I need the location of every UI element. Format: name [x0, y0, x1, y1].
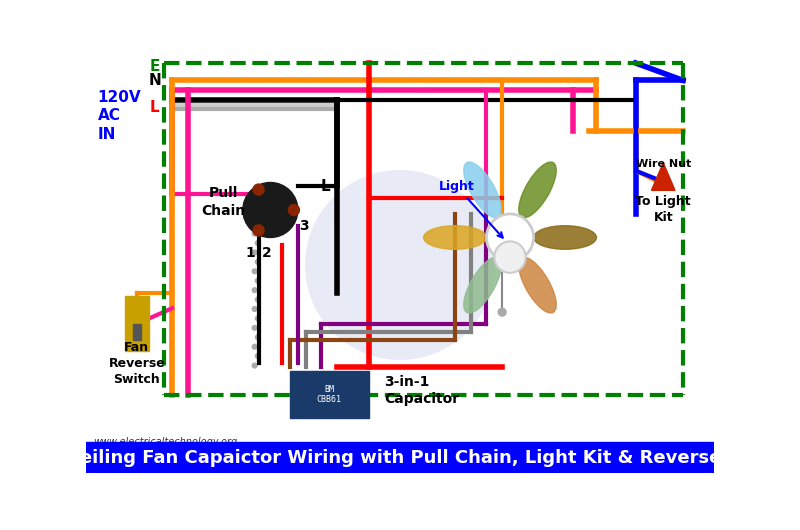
Circle shape: [255, 297, 260, 302]
Circle shape: [255, 278, 260, 283]
Circle shape: [252, 288, 257, 293]
Text: 120V
AC
IN: 120V AC IN: [98, 90, 141, 142]
Ellipse shape: [534, 226, 597, 249]
Text: Fan
Reverse
Switch: Fan Reverse Switch: [108, 341, 165, 386]
Text: L: L: [150, 100, 160, 116]
Circle shape: [255, 354, 260, 358]
Ellipse shape: [518, 257, 556, 313]
Circle shape: [255, 335, 260, 340]
Text: To Light
Kit: To Light Kit: [635, 196, 691, 225]
Circle shape: [252, 250, 257, 255]
Text: N: N: [149, 73, 162, 88]
Circle shape: [306, 171, 494, 359]
Text: Wire Nut: Wire Nut: [636, 159, 691, 169]
Text: 1: 1: [246, 246, 255, 260]
Circle shape: [252, 231, 257, 236]
Circle shape: [252, 269, 257, 273]
Circle shape: [486, 214, 534, 261]
Polygon shape: [651, 163, 675, 190]
Circle shape: [253, 184, 264, 195]
Circle shape: [255, 260, 260, 264]
Circle shape: [252, 344, 257, 349]
Ellipse shape: [423, 226, 486, 249]
Circle shape: [253, 225, 264, 236]
Circle shape: [252, 325, 257, 330]
Text: www.electricaltechnology.org: www.electricaltechnology.org: [94, 437, 238, 447]
Bar: [125, 296, 149, 351]
Circle shape: [243, 182, 298, 237]
Text: BM
CBB61: BM CBB61: [317, 385, 342, 404]
Ellipse shape: [464, 257, 502, 313]
Circle shape: [494, 242, 526, 273]
Text: Light: Light: [439, 180, 502, 237]
Text: L: L: [321, 179, 330, 194]
Text: 3-in-1
Capacitor: 3-in-1 Capacitor: [384, 375, 459, 407]
Circle shape: [289, 205, 299, 216]
Ellipse shape: [518, 162, 556, 218]
Circle shape: [255, 316, 260, 321]
Circle shape: [498, 308, 506, 316]
Text: 3 in 1 Ceiling Fan Capaictor Wiring with Pull Chain, Light Kit & Reverse Switch: 3 in 1 Ceiling Fan Capaictor Wiring with…: [4, 448, 796, 466]
Text: Pull
Chain: Pull Chain: [201, 187, 246, 218]
Bar: [86, 442, 714, 473]
Circle shape: [252, 307, 257, 311]
Ellipse shape: [464, 162, 502, 218]
Circle shape: [252, 363, 257, 368]
Bar: [290, 371, 369, 418]
Bar: [133, 324, 141, 340]
Text: E: E: [150, 59, 160, 74]
Circle shape: [255, 241, 260, 245]
Text: 2: 2: [262, 246, 271, 260]
Text: 3: 3: [299, 219, 309, 233]
